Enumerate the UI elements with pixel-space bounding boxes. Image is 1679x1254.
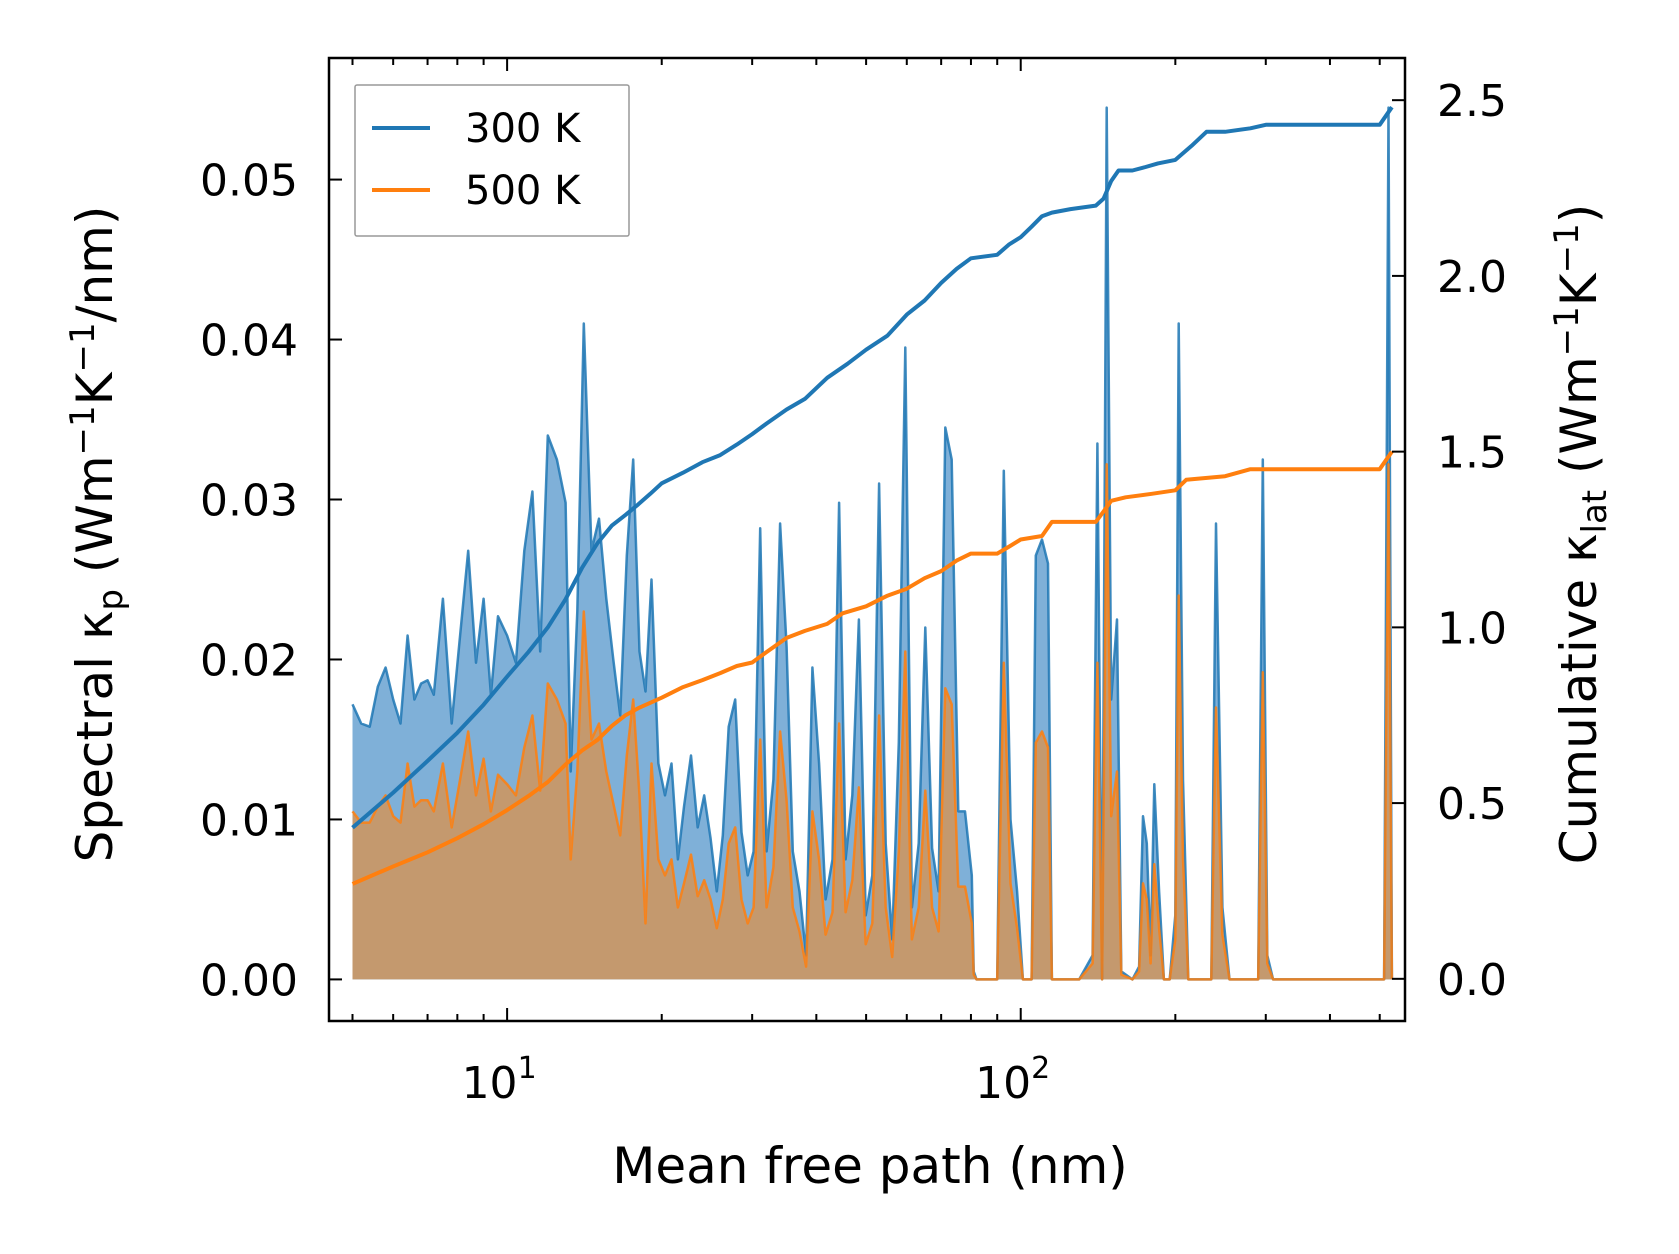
y-left-tick-label: 0.03	[200, 476, 298, 527]
y-left-tick-label: 0.02	[200, 635, 298, 686]
y-right-tick-label: 1.0	[1437, 603, 1507, 654]
y-left-tick-label: 0.05	[200, 156, 298, 207]
line-500k-spectral	[351, 463, 1394, 981]
y-right-tick-label: 1.5	[1437, 428, 1507, 479]
y-left-tick-label: 0.00	[200, 955, 298, 1006]
y-right-tick-label: 2.0	[1437, 252, 1507, 303]
area-300k	[352, 107, 1392, 980]
legend-box	[354, 84, 630, 237]
y-left-tick-label: 0.04	[200, 316, 298, 367]
line-500k-cumulative	[351, 450, 1394, 886]
axes: 101 102 0.00 0.01 0.02 0.03 0.04 0.05 0.0 0.5 1.0 1…	[200, 56, 1507, 1109]
area-500k	[352, 464, 1392, 980]
legend-label-0: 300 K	[465, 106, 582, 152]
y-left-tick-label: 0.01	[200, 795, 298, 846]
y-right-tick-label: 2.5	[1437, 76, 1507, 127]
y-axis-label-left: Spectral κp (Wm−1K−1/nm)	[63, 206, 131, 863]
legend-label-1: 500 K	[465, 168, 582, 214]
line-300k-cumulative	[351, 106, 1394, 830]
legend: 300 K 500 K	[354, 84, 630, 237]
x-tick-label: 102	[975, 1051, 1050, 1109]
x-tick-label: 101	[462, 1051, 537, 1109]
x-axis-label: Mean free path (nm)	[612, 1137, 1128, 1195]
y-axis-label-right: Cumulative κlat (Wm−1K−1)	[1547, 204, 1615, 864]
y-right-tick-label: 0.5	[1437, 779, 1507, 830]
plot-area	[351, 106, 1394, 981]
y-right-tick-label: 0.0	[1437, 955, 1507, 1006]
axis-labels: Mean free path (nm) Spectral κp (Wm−1K−1…	[63, 204, 1615, 1195]
